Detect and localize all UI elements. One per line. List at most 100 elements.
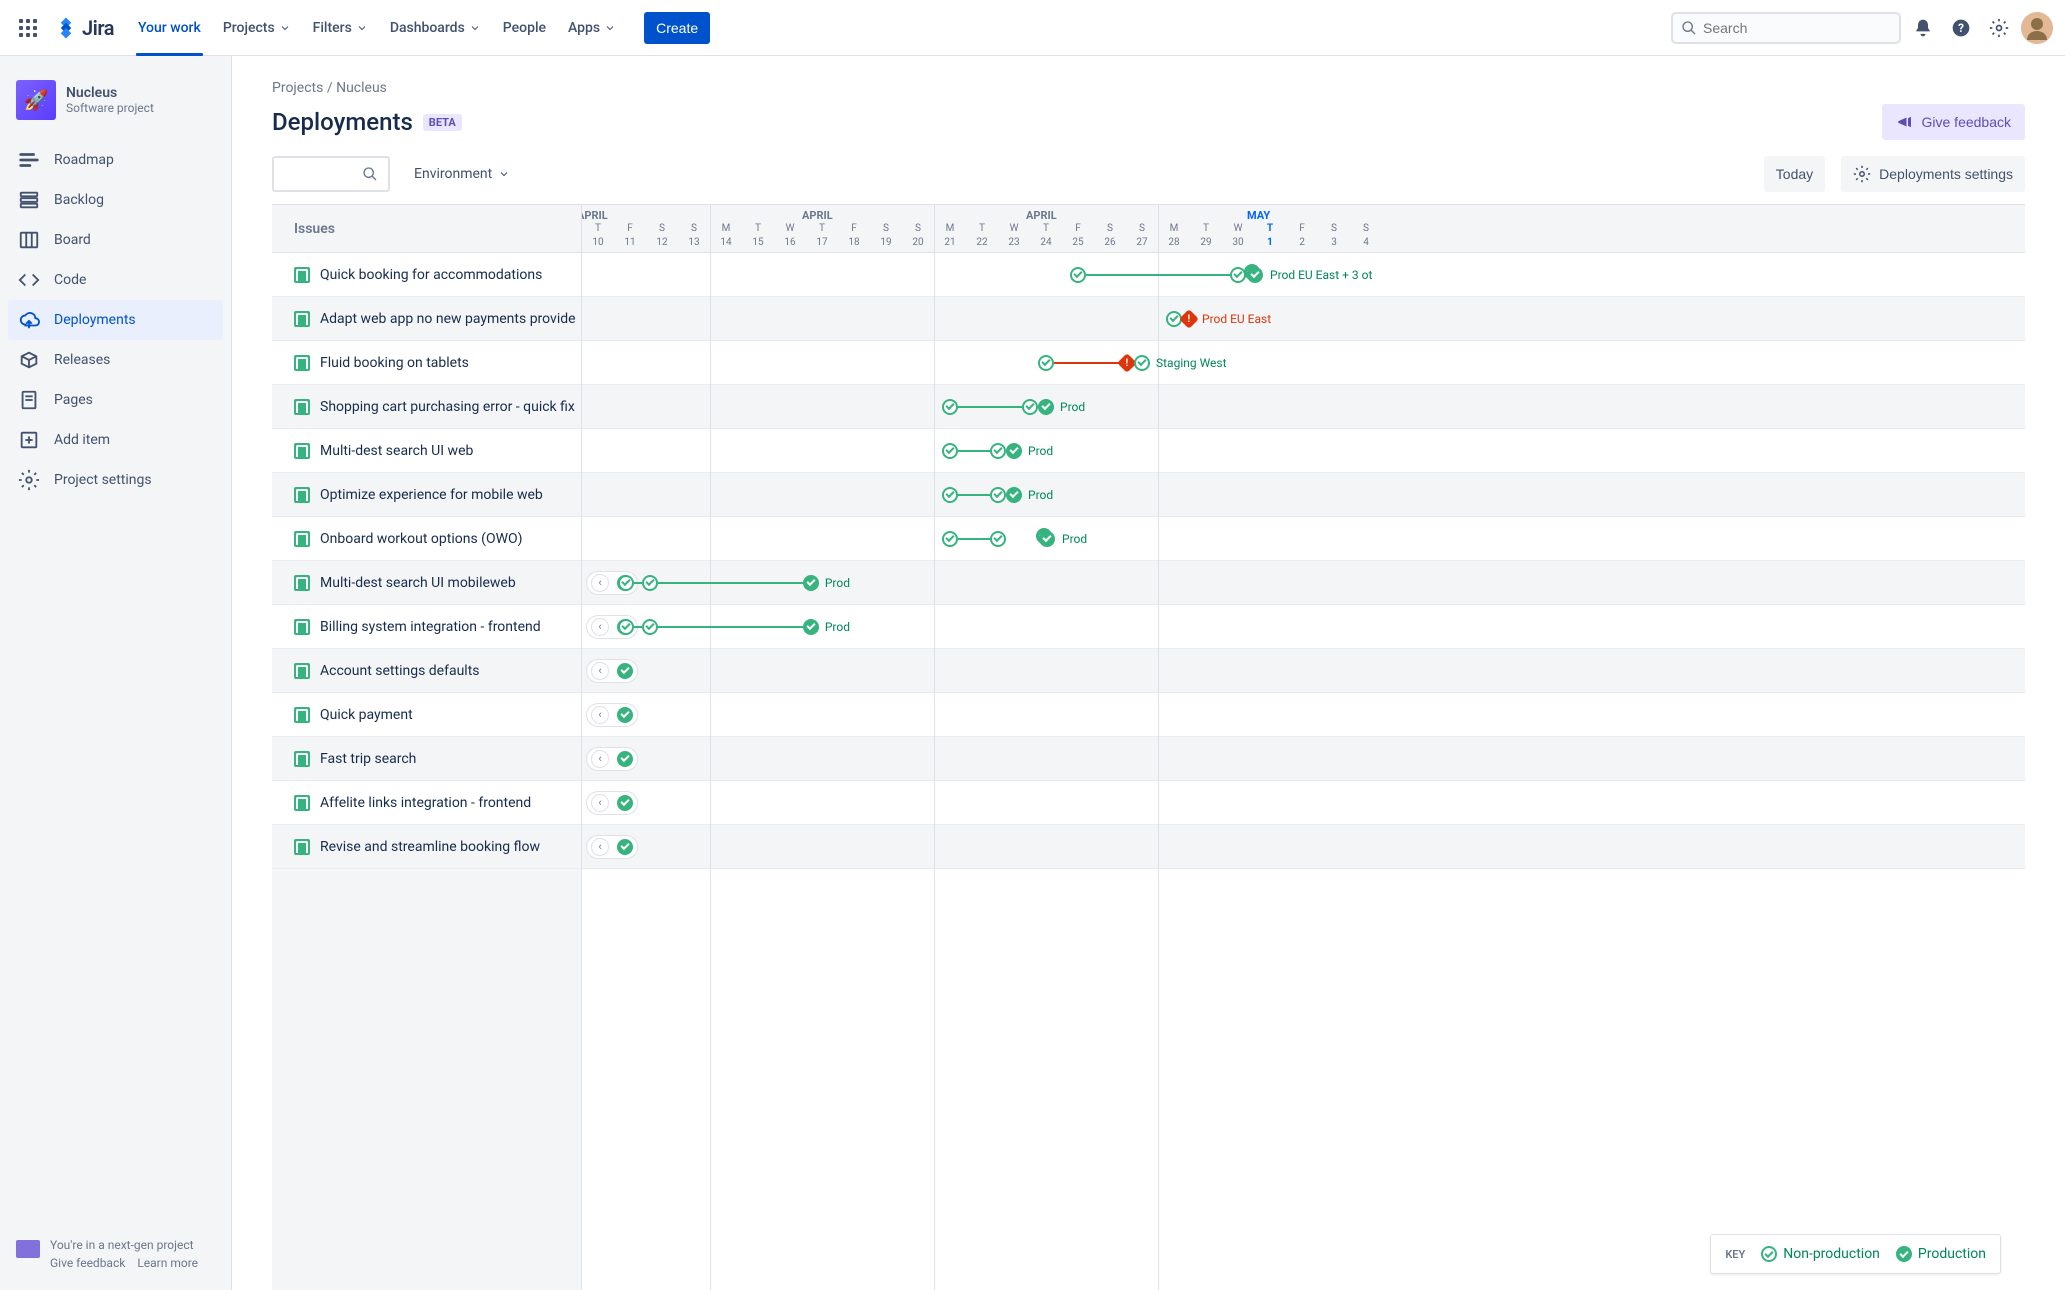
- create-button[interactable]: Create: [644, 12, 710, 44]
- deployment-node-ok[interactable]: [1038, 355, 1054, 371]
- deployment-node-ok[interactable]: [942, 443, 958, 459]
- deployment-node-solid-ok[interactable]: [803, 619, 819, 635]
- deployment-node-solid-ok[interactable]: [617, 795, 633, 811]
- sidebar-item-roadmap[interactable]: Roadmap: [8, 140, 223, 180]
- app-switcher-button[interactable]: [12, 12, 44, 44]
- deployment-node-ok[interactable]: [990, 487, 1006, 503]
- deployment-segment[interactable]: [1038, 353, 1134, 373]
- pager-left-icon[interactable]: ‹: [591, 662, 609, 680]
- notifications-button[interactable]: [1907, 12, 1939, 44]
- sidebar-item-project-settings[interactable]: Project settings: [8, 460, 223, 500]
- issue-row[interactable]: Onboard workout options (OWO): [272, 517, 581, 561]
- deployment-node-solid-ok[interactable]: [1247, 267, 1263, 283]
- nav-item-filters[interactable]: Filters: [303, 8, 378, 48]
- issue-row[interactable]: Multi-dest search UI web: [272, 429, 581, 473]
- user-avatar[interactable]: [2021, 12, 2053, 44]
- deployment-node-solid-ok[interactable]: [617, 707, 633, 723]
- settings-button[interactable]: [1983, 12, 2015, 44]
- issue-row[interactable]: Adapt web app no new payments provide: [272, 297, 581, 341]
- deployment-segment[interactable]: [1070, 265, 1246, 285]
- deployment-node-err[interactable]: [1179, 309, 1199, 329]
- deployment-node-ok[interactable]: [990, 443, 1006, 459]
- pager-left-icon[interactable]: ‹: [591, 750, 609, 768]
- pager-left-icon[interactable]: ‹: [591, 574, 609, 592]
- sidebar-item-deployments[interactable]: Deployments: [8, 300, 223, 340]
- deployment-segment[interactable]: Prod: [1038, 397, 1070, 417]
- deployments-settings-button[interactable]: Deployments settings: [1841, 156, 2025, 192]
- issue-row[interactable]: Quick payment: [272, 693, 581, 737]
- deployment-node-ok[interactable]: [618, 619, 634, 635]
- deployment-segment[interactable]: Prod: [658, 573, 850, 593]
- deployment-node-ok[interactable]: [618, 575, 634, 591]
- deployment-node-ok[interactable]: [990, 531, 1006, 547]
- deployment-segment[interactable]: Prod: [1006, 441, 1038, 461]
- deployment-node-solid-ok[interactable]: [1006, 487, 1022, 503]
- deployment-pill[interactable]: ‹: [586, 703, 638, 727]
- deployment-segment[interactable]: Prod EU East: [1166, 309, 1262, 329]
- sidebar-item-code[interactable]: Code: [8, 260, 223, 300]
- jira-logo[interactable]: Jira: [54, 16, 114, 40]
- project-header[interactable]: 🚀 Nucleus Software project: [8, 80, 223, 140]
- deployment-node-ok[interactable]: [942, 399, 958, 415]
- issue-row[interactable]: Account settings defaults: [272, 649, 581, 693]
- deployment-segment[interactable]: [942, 441, 1006, 461]
- deployment-pill[interactable]: ‹: [586, 791, 638, 815]
- help-button[interactable]: ?: [1945, 12, 1977, 44]
- deployment-segment[interactable]: Staging West: [1134, 353, 1166, 373]
- issue-row[interactable]: Optimize experience for mobile web: [272, 473, 581, 517]
- deployment-segment[interactable]: Prod: [658, 617, 850, 637]
- deployment-node-ok[interactable]: [1134, 355, 1150, 371]
- issue-row[interactable]: Multi-dest search UI mobileweb: [272, 561, 581, 605]
- deployment-node-solid-ok[interactable]: [617, 663, 633, 679]
- deployment-stack[interactable]: [1038, 530, 1056, 548]
- today-button[interactable]: Today: [1764, 156, 1825, 192]
- footer-feedback-link[interactable]: Give feedback: [50, 1256, 125, 1270]
- issue-row[interactable]: Shopping cart purchasing error - quick f…: [272, 385, 581, 429]
- global-search[interactable]: [1671, 12, 1901, 44]
- deployment-end[interactable]: Prod EU East + 3 ot: [1246, 265, 1372, 285]
- deployment-pill[interactable]: ‹: [586, 747, 638, 771]
- deployment-node-ok[interactable]: [1070, 267, 1086, 283]
- filter-search[interactable]: [272, 156, 390, 192]
- deployment-segment[interactable]: Prod: [1006, 485, 1038, 505]
- deployment-node-ok[interactable]: [642, 575, 658, 591]
- search-input[interactable]: [1703, 20, 1891, 36]
- deployment-node-solid-ok[interactable]: [1006, 443, 1022, 459]
- deployment-node-ok[interactable]: [1022, 399, 1038, 415]
- deployment-segment[interactable]: [942, 485, 1006, 505]
- issue-row[interactable]: Fluid booking on tablets: [272, 341, 581, 385]
- deployment-node-solid-ok[interactable]: [1039, 531, 1055, 547]
- sidebar-item-board[interactable]: Board: [8, 220, 223, 260]
- deployment-segment[interactable]: [942, 529, 1006, 549]
- issue-row[interactable]: Fast trip search: [272, 737, 581, 781]
- environment-dropdown[interactable]: Environment: [406, 156, 518, 192]
- deployment-node-solid-ok[interactable]: [803, 575, 819, 591]
- footer-learn-link[interactable]: Learn more: [137, 1256, 198, 1270]
- pager-left-icon[interactable]: ‹: [591, 706, 609, 724]
- deployment-node-solid-ok[interactable]: [617, 751, 633, 767]
- deployment-segment[interactable]: [942, 397, 1038, 417]
- deployment-node-ok[interactable]: [642, 619, 658, 635]
- issue-row[interactable]: Quick booking for accommodations: [272, 253, 581, 297]
- deployment-node-solid-ok[interactable]: [617, 839, 633, 855]
- nav-item-people[interactable]: People: [493, 8, 556, 48]
- nav-item-projects[interactable]: Projects: [213, 8, 301, 48]
- deployment-pill[interactable]: ‹: [586, 659, 638, 683]
- deployment-end[interactable]: Prod: [1038, 529, 1087, 549]
- deployment-node-ok[interactable]: [942, 487, 958, 503]
- pager-left-icon[interactable]: ‹: [591, 838, 609, 856]
- pager-left-icon[interactable]: ‹: [591, 794, 609, 812]
- breadcrumb-projects[interactable]: Projects: [272, 80, 323, 96]
- issue-row[interactable]: Affelite links integration - frontend: [272, 781, 581, 825]
- deployment-segment[interactable]: [618, 573, 658, 593]
- timeline-grid[interactable]: APRILAPRILAPRILMAY T10F11S12S13M14T15W16…: [582, 205, 2025, 1290]
- issue-row[interactable]: Revise and streamline booking flow: [272, 825, 581, 869]
- deployment-pill[interactable]: ‹: [586, 835, 638, 859]
- pager-left-icon[interactable]: ‹: [591, 618, 609, 636]
- deployment-segment[interactable]: [618, 617, 658, 637]
- deployment-stack[interactable]: [1246, 266, 1264, 284]
- give-feedback-button[interactable]: Give feedback: [1882, 104, 2026, 140]
- sidebar-item-backlog[interactable]: Backlog: [8, 180, 223, 220]
- nav-item-your-work[interactable]: Your work: [128, 8, 211, 48]
- sidebar-item-releases[interactable]: Releases: [8, 340, 223, 380]
